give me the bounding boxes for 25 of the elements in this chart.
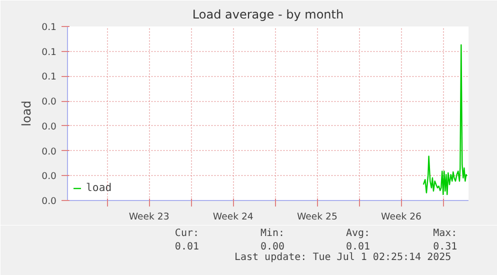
- text: Last update: Tue Jul 1 02:25:14 2025: [234, 252, 452, 263]
- y-axis-title: load: [20, 100, 34, 126]
- text: 0.01: [346, 242, 370, 252]
- x-tick-label: Week 23: [128, 212, 170, 222]
- text: Max:: [433, 228, 458, 239]
- line-series: [422, 44, 468, 196]
- x-tick-label: Week 25: [296, 212, 338, 222]
- text: 0.01: [174, 242, 200, 252]
- y-tick-label: 0.1: [42, 22, 57, 33]
- y-tick-label: 0.1: [42, 72, 57, 83]
- y-tick-label: 0.1: [42, 46, 57, 58]
- chart-title: Load average - by month: [192, 8, 344, 22]
- text: 0.31: [433, 242, 458, 252]
- y-tick-label: 0.0: [42, 146, 57, 158]
- legend-label: load: [86, 181, 112, 194]
- y-tick-label: 0.0: [42, 121, 57, 132]
- y-tick-label: 0.0: [42, 171, 57, 182]
- x-tick-label: Week 24: [212, 212, 254, 222]
- text: Avg:: [346, 228, 370, 239]
- y-tick-label: 0.0: [42, 96, 57, 108]
- text: Min:: [260, 228, 285, 239]
- text: Cur:: [174, 228, 200, 239]
- text: 0.00: [260, 242, 285, 252]
- y-tick-label: 0.0: [42, 196, 57, 207]
- x-tick-label: Week 26: [381, 212, 422, 222]
